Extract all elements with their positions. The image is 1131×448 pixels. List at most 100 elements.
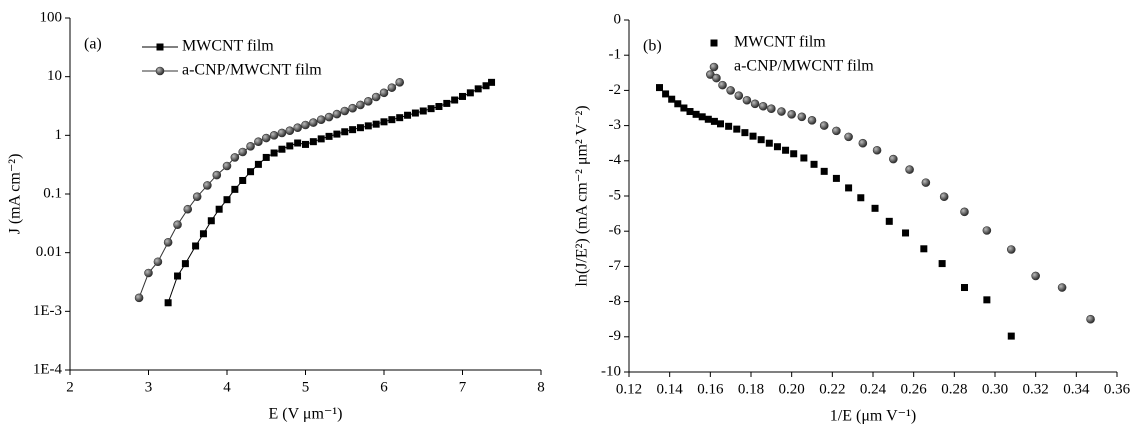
x-axis-label: E (V μm⁻¹) <box>269 406 343 423</box>
marker <box>286 142 294 150</box>
marker <box>686 108 694 116</box>
marker <box>155 66 165 76</box>
marker <box>889 154 898 164</box>
marker <box>790 150 798 158</box>
marker <box>692 110 700 118</box>
marker <box>427 105 435 113</box>
marker <box>704 115 712 123</box>
marker <box>419 107 427 115</box>
marker <box>844 132 853 142</box>
marker <box>163 238 173 247</box>
marker <box>718 80 727 90</box>
marker <box>349 126 357 134</box>
marker <box>348 103 357 113</box>
marker <box>885 217 893 225</box>
marker <box>832 126 841 136</box>
marker <box>810 160 818 168</box>
marker <box>332 109 342 119</box>
x-tick-label: 0.34 <box>1063 381 1090 397</box>
y-tick-label: -8 <box>609 293 622 309</box>
marker <box>451 96 459 104</box>
marker <box>902 229 910 237</box>
marker <box>192 242 200 250</box>
marker <box>680 104 688 112</box>
marker <box>285 126 295 135</box>
y-tick-label: 1 <box>55 127 63 143</box>
marker <box>309 118 318 127</box>
marker <box>278 145 286 153</box>
marker <box>819 121 829 130</box>
marker <box>144 268 153 278</box>
marker <box>269 131 279 140</box>
marker <box>797 112 807 122</box>
marker <box>983 296 991 304</box>
marker <box>356 124 364 132</box>
marker <box>662 90 670 98</box>
marker <box>396 114 404 122</box>
marker <box>254 160 262 168</box>
marker <box>800 154 808 162</box>
y-tick-label: -6 <box>609 223 622 239</box>
marker <box>404 111 412 119</box>
marker <box>960 207 969 217</box>
x-tick-label: 0.22 <box>819 381 845 397</box>
marker <box>388 116 396 124</box>
marker <box>230 153 240 162</box>
marker <box>134 293 144 303</box>
marker <box>324 112 334 122</box>
x-tick-label: 7 <box>459 379 467 395</box>
marker <box>726 86 735 95</box>
marker <box>920 245 928 253</box>
marker <box>674 100 682 108</box>
marker <box>710 117 718 125</box>
marker <box>239 176 247 184</box>
marker <box>238 147 247 157</box>
marker <box>474 85 482 93</box>
y-tick-label: 0 <box>614 11 622 27</box>
marker <box>153 257 163 267</box>
legend-label: MWCNT film <box>734 34 826 51</box>
y-tick-label: 10 <box>47 68 62 84</box>
y-tick-label: 100 <box>40 9 63 25</box>
marker <box>1086 314 1095 324</box>
marker <box>905 165 914 174</box>
marker <box>340 106 350 116</box>
marker <box>734 91 744 100</box>
marker <box>395 78 405 87</box>
x-tick-label: 0.24 <box>860 381 887 397</box>
marker <box>807 116 817 125</box>
marker <box>270 149 278 157</box>
marker <box>246 142 255 151</box>
marker <box>379 88 389 98</box>
marker <box>317 135 325 143</box>
marker <box>787 110 796 119</box>
marker <box>1031 271 1040 281</box>
marker <box>921 178 931 187</box>
marker <box>435 103 443 111</box>
marker <box>656 84 663 92</box>
marker <box>363 97 373 106</box>
marker <box>733 125 741 133</box>
marker <box>181 260 189 268</box>
marker <box>156 43 164 51</box>
marker <box>758 101 768 111</box>
marker <box>712 73 721 83</box>
marker <box>1006 245 1016 254</box>
marker <box>371 92 381 102</box>
marker <box>1057 283 1067 292</box>
marker <box>961 284 968 292</box>
marker <box>277 128 287 138</box>
marker <box>411 109 419 117</box>
x-axis-label: 1/E (μm V⁻¹) <box>830 408 916 425</box>
marker <box>174 272 182 280</box>
marker <box>782 146 790 154</box>
marker <box>341 128 349 136</box>
x-tick-label: 0.14 <box>657 381 684 397</box>
marker <box>871 204 879 212</box>
marker <box>164 299 172 307</box>
x-tick-label: 0.32 <box>1023 381 1049 397</box>
marker <box>231 185 239 193</box>
marker <box>443 99 451 107</box>
marker <box>939 192 949 202</box>
